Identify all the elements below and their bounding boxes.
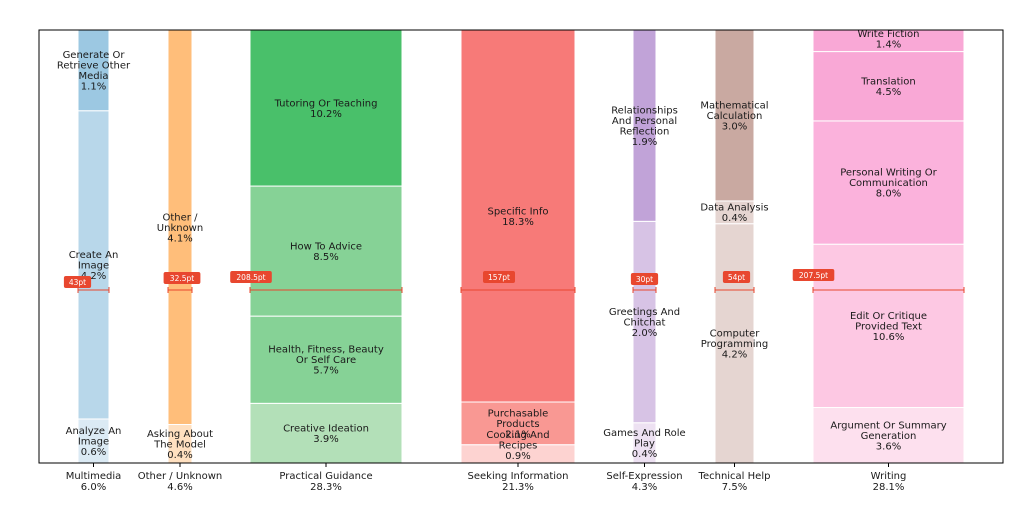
bar-segment	[460, 29, 576, 403]
bar-segment	[249, 29, 403, 187]
segment-label: Cooking And Recipes 0.9%	[486, 430, 549, 462]
width-marker-badge	[483, 271, 515, 283]
width-marker-label: 208.5pt	[236, 273, 265, 282]
category-label: Self-Expression 4.3%	[606, 471, 682, 493]
segment-label: Translation 4.5%	[860, 76, 916, 98]
bar-segment	[77, 110, 110, 420]
bar-segment	[167, 424, 193, 464]
plot-frame	[38, 29, 1004, 464]
width-marker-badge	[630, 273, 659, 285]
category-axis: Multimedia 6.0% Other / Unknown 4.6% Practic…	[66, 463, 907, 493]
category-label: Technical Help 7.5%	[698, 471, 771, 493]
bars-layer	[77, 29, 965, 464]
width-marker-badge	[163, 272, 201, 284]
category-label: Practical Guidance 28.3%	[279, 471, 372, 493]
width-marker-label: 207.5pt	[799, 271, 828, 280]
segment-label: Relationships And Personal Reflection 1.9%	[611, 105, 678, 148]
segment-label: Other / Unknown 4.1%	[157, 212, 203, 244]
width-marker-label: 43pt	[69, 278, 86, 287]
bar-segment	[812, 51, 965, 122]
segment-label: Create An Image 4.2%	[69, 250, 119, 282]
bar-segment	[249, 402, 403, 464]
segment-label: Specific Info 18.3%	[487, 206, 548, 228]
width-marker-badge	[63, 276, 92, 288]
bar-segment	[77, 418, 110, 464]
width-marker-label: 32.5pt	[170, 274, 194, 283]
segment-labels-layer: Analyze An Image 0.6% Create An Image 4.2% Gen…	[57, 29, 947, 462]
segment-label: Computer Programming 4.2%	[701, 328, 768, 360]
category-label: Multimedia 6.0%	[66, 471, 122, 493]
width-marker-badge	[230, 271, 272, 283]
segment-label: Asking About The Model 0.4%	[147, 429, 213, 461]
segment-label: Analyze An Image 0.6%	[66, 426, 122, 458]
segment-label: How To Advice 8.5%	[290, 241, 362, 263]
width-marker-badge	[792, 269, 835, 281]
width-marker-label: 54pt	[728, 273, 745, 282]
bar-segment	[812, 120, 965, 245]
segment-label: Personal Writing Or Communication 8.0%	[840, 168, 937, 200]
width-markers-layer: 43pt 32.5pt 208.5pt 157pt 30pt 54pt 207.5pt	[63, 269, 965, 293]
category-label: Writing 28.1%	[871, 471, 907, 493]
bar-segment	[812, 243, 965, 409]
segment-label: Creative Ideation 3.9%	[283, 423, 369, 445]
segment-label: Edit Or Critique Provided Text 10.6%	[850, 311, 927, 343]
bar-segment	[167, 29, 193, 426]
width-marker-badge	[722, 271, 751, 283]
bar-segment	[249, 315, 403, 404]
segment-label: Games And Role Play 0.4%	[603, 428, 685, 460]
bar-segment	[714, 29, 755, 202]
segment-label: Argument Or Summary Generation 3.6%	[830, 420, 946, 452]
width-marker-label: 157pt	[488, 273, 510, 282]
category-label: Seeking Information 21.3%	[468, 471, 569, 493]
bar-segment	[812, 407, 965, 464]
bar-segment	[249, 185, 403, 317]
segment-label: Greetings And Chitchat 2.0%	[609, 307, 680, 339]
segment-label: Generate Or Retrieve Other Media 1.1%	[57, 50, 131, 93]
category-label: Other / Unknown 4.6%	[138, 471, 223, 493]
segment-label: Data Analysis 0.4%	[700, 203, 768, 225]
segment-label: Health, Fitness, Beauty Or Self Care 5.7%	[268, 345, 384, 377]
bar-segment	[714, 223, 755, 464]
segment-label: Tutoring Or Teaching 10.2%	[274, 98, 378, 120]
width-marker-label: 30pt	[636, 275, 653, 284]
segment-label: Purchasable Products 2.1%	[488, 408, 549, 440]
segment-label: Mathematical Calculation 3.0%	[700, 100, 768, 132]
segment-label: Write Fiction 1.4%	[857, 29, 919, 51]
